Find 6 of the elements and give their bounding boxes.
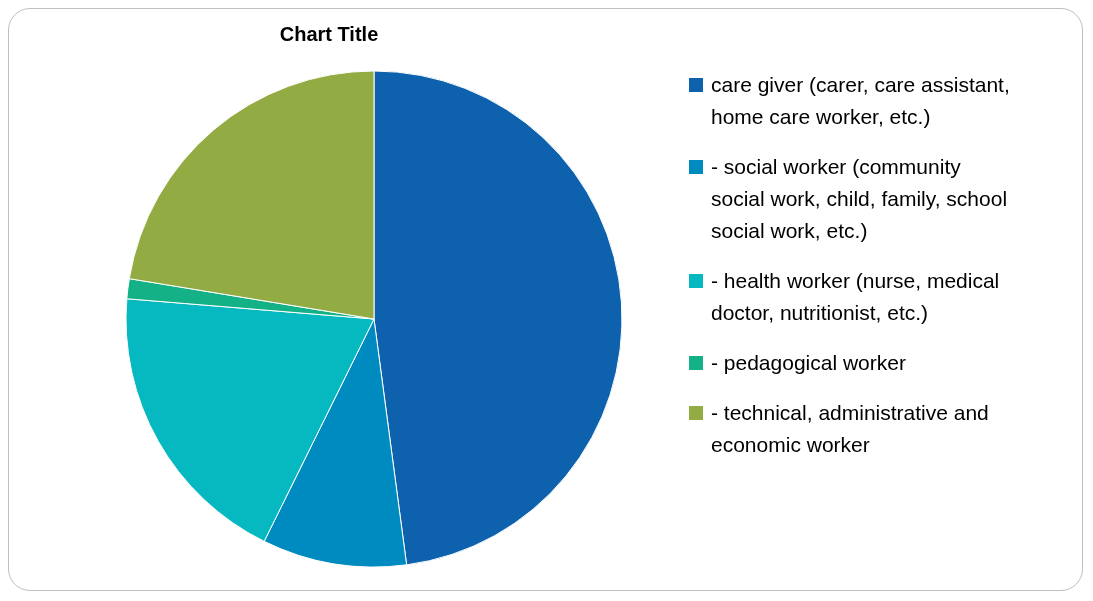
- legend-label: care giver (carer, care assistant, home care worker, etc.): [711, 72, 1011, 130]
- legend-label: - technical, administrative and economic worker: [711, 400, 990, 458]
- legend-label: - pedagogical worker: [711, 350, 906, 376]
- legend-label: - social worker (community social work, child, family, school social work, etc.): [711, 154, 1009, 244]
- legend-label: - health worker (nurse, medical doctor, nutritionist, etc.): [711, 268, 1001, 326]
- chart-title: Chart Title: [278, 23, 380, 46]
